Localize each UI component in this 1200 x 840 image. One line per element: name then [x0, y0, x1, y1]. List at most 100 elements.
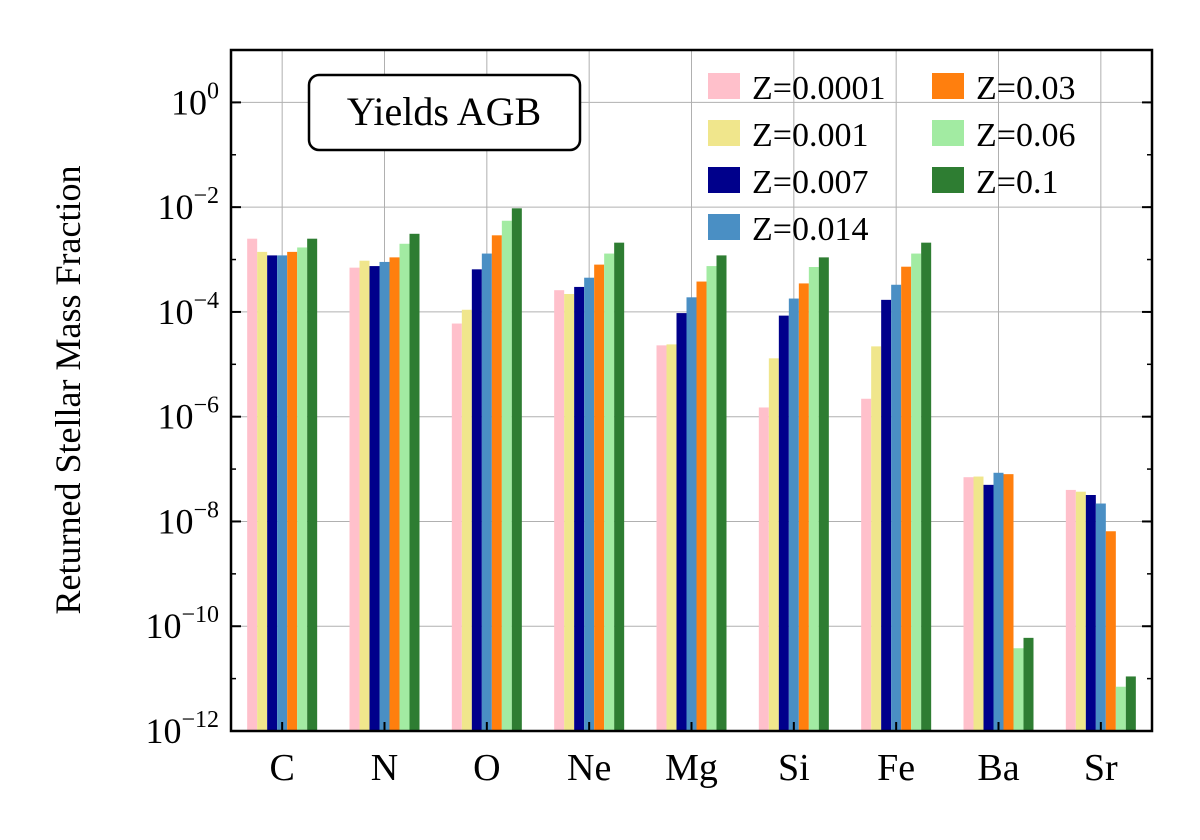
- bar: [471, 269, 482, 731]
- bar: [594, 264, 605, 731]
- bar: [1075, 491, 1086, 731]
- bar: [706, 266, 717, 731]
- legend-label: Z=0.03: [976, 70, 1075, 107]
- bar: [564, 293, 575, 731]
- bar: [1125, 676, 1136, 731]
- x-tick-label: C: [269, 747, 294, 789]
- annotation-text: Yields AGB: [347, 89, 541, 134]
- bar: [554, 290, 565, 731]
- x-tick-label: Ne: [567, 747, 611, 789]
- bar: [973, 476, 984, 731]
- bar: [409, 233, 420, 731]
- bar: [963, 477, 974, 731]
- annotation-box: Yields AGB: [307, 73, 582, 152]
- x-tick-labels: C N O Ne Mg Si Fe Ba Sr: [269, 747, 1118, 789]
- y-axis-label: Returned Stellar Mass Fraction: [48, 166, 88, 615]
- bars: [247, 208, 1136, 732]
- bar: [1085, 494, 1096, 731]
- bar: [891, 284, 902, 731]
- bar: [1003, 474, 1014, 731]
- x-tick-label: Fe: [877, 747, 915, 789]
- bar: [267, 255, 278, 732]
- x-tick-label: Sr: [1084, 747, 1118, 789]
- bar: [686, 297, 697, 731]
- bar: [798, 283, 809, 731]
- bar: [584, 277, 595, 731]
- bar: [614, 242, 625, 732]
- legend-label: Z=0.06: [976, 117, 1075, 154]
- bar: [257, 251, 268, 731]
- bar: [349, 267, 360, 731]
- bar: [247, 238, 258, 732]
- bar: [501, 220, 512, 731]
- bar: [921, 242, 932, 732]
- bar: [808, 267, 819, 731]
- bar: [389, 257, 400, 731]
- legend-swatch: [708, 214, 740, 240]
- bar: [359, 260, 370, 731]
- bar: [297, 247, 308, 731]
- bar: [993, 472, 1004, 731]
- bar: [881, 299, 892, 731]
- bar: [1023, 637, 1034, 731]
- bar: [758, 407, 769, 731]
- legend-label: Z=0.007: [752, 164, 868, 201]
- bar: [277, 255, 288, 732]
- x-tick-label: Si: [778, 747, 810, 789]
- y-tick-label: 10−6: [157, 393, 219, 437]
- legend-swatch: [708, 167, 740, 193]
- bar: [1115, 686, 1126, 731]
- legend-swatch: [708, 120, 740, 146]
- bar: [379, 261, 390, 731]
- bar: [511, 208, 522, 731]
- y-tick-label: 10−8: [157, 497, 219, 541]
- bar: [461, 309, 472, 731]
- bar: [768, 358, 779, 731]
- bar: [983, 484, 994, 731]
- x-tick-label: Mg: [665, 747, 718, 789]
- bar: [818, 257, 829, 731]
- bar: [1105, 531, 1116, 731]
- bar: [604, 253, 615, 731]
- bar: [481, 253, 492, 731]
- y-tick-label: 10−2: [157, 183, 219, 227]
- bar: [451, 323, 462, 731]
- legend-label: Z=0.014: [752, 211, 868, 248]
- bar: [716, 255, 727, 732]
- bar: [666, 344, 677, 731]
- y-tick-labels: 100 10−2 10−4 10−6 10−8 10−10 10−12: [145, 78, 219, 751]
- bar: [861, 398, 872, 731]
- legend-swatch: [708, 73, 740, 99]
- legend-label: Z=0.0001: [752, 70, 885, 107]
- bar: [307, 238, 318, 732]
- y-tick-label: 10−10: [145, 602, 219, 646]
- bar: [871, 346, 882, 731]
- legend-swatch: [932, 73, 964, 99]
- legend-swatch: [932, 167, 964, 193]
- bar: [1013, 648, 1024, 731]
- legend-swatch: [932, 120, 964, 146]
- bar: [788, 298, 799, 731]
- bar: [911, 253, 922, 731]
- x-tick-label: O: [473, 747, 500, 789]
- bar: [1065, 489, 1076, 731]
- bar: [287, 251, 298, 731]
- bar: [399, 243, 410, 732]
- y-tick-label: 10−12: [145, 707, 219, 751]
- legend-label: Z=0.001: [752, 117, 868, 154]
- y-tick-label: 100: [171, 78, 219, 122]
- x-tick-label: Ba: [977, 747, 1019, 789]
- bar: [676, 313, 687, 731]
- x-tick-label: N: [371, 747, 398, 789]
- bar: [901, 266, 912, 731]
- bar: [574, 286, 585, 731]
- bar: [696, 281, 707, 731]
- axis-ticks: [231, 49, 1152, 732]
- bar: [369, 266, 380, 731]
- legend-label: Z=0.1: [976, 164, 1058, 201]
- y-tick-label: 10−4: [157, 288, 219, 332]
- bar: [1095, 503, 1106, 731]
- bar: [656, 345, 667, 731]
- bar: [491, 235, 502, 731]
